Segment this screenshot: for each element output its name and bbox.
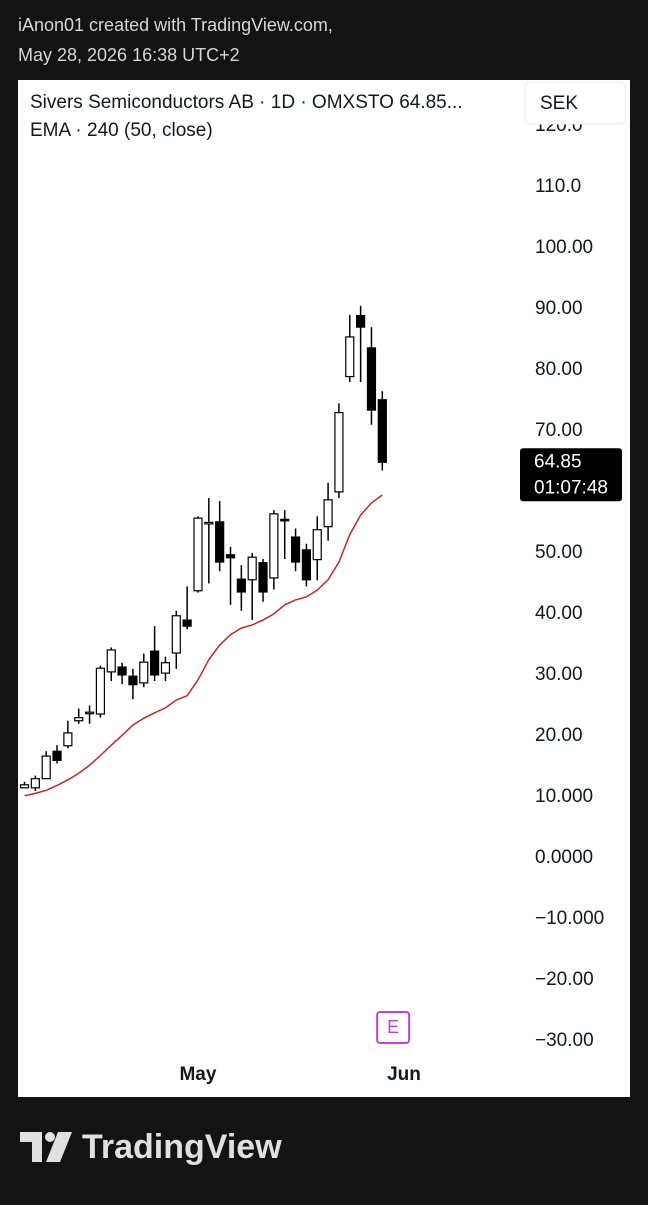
candle-body <box>52 750 62 761</box>
brand-name: TradingView <box>82 1128 282 1166</box>
y-tick-label: 20.00 <box>535 725 583 746</box>
candle-body <box>128 675 138 686</box>
currency-button[interactable] <box>524 81 626 125</box>
price-label-box <box>520 448 622 502</box>
candle-body <box>106 649 116 673</box>
y-tick-label: −10.000 <box>535 908 604 929</box>
candle-body <box>182 619 192 627</box>
logo-shape <box>45 1132 55 1142</box>
x-tick-label: Jun <box>387 1064 421 1085</box>
event-marker <box>376 1011 411 1044</box>
x-tick-label: May <box>179 1064 216 1085</box>
candle-body <box>301 549 312 581</box>
brand-logo <box>20 1132 72 1162</box>
logo-shape <box>20 1132 42 1162</box>
candle-body <box>225 554 236 559</box>
candle-body <box>345 336 355 378</box>
candle-body <box>312 529 322 561</box>
legend-entry: EMA · 240 (50, close) <box>30 120 213 141</box>
ema-line <box>24 494 383 797</box>
y-tick-label: 40.00 <box>535 603 583 624</box>
candle-body <box>334 411 344 493</box>
y-tick-label: 10.000 <box>535 786 593 807</box>
y-tick-label: −30.00 <box>535 1030 594 1051</box>
candle-body <box>258 562 268 593</box>
candle-body <box>117 666 127 676</box>
candle-body <box>84 711 95 715</box>
plot: 120.0110.0100.0090.0080.0070.0050.0040.0… <box>19 115 622 1085</box>
candle-body <box>247 556 257 581</box>
event-label: E <box>387 1017 399 1037</box>
y-tick-label: 90.00 <box>535 298 583 319</box>
y-tick-label: 80.00 <box>535 359 583 380</box>
candle-body <box>63 732 73 747</box>
chart-title: Sivers Semiconductors AB · 1D · OMXSTO 6… <box>30 92 463 113</box>
candle-body <box>193 517 203 592</box>
chart-frame <box>18 80 630 1097</box>
candle-body <box>323 499 333 528</box>
header-line: iAnon01 created with TradingView.com, <box>18 15 333 35</box>
candle-body <box>74 717 84 722</box>
candle-body <box>290 536 301 563</box>
candle-body <box>356 314 366 328</box>
candle-body <box>377 399 387 463</box>
y-tick-label: −20.00 <box>535 969 594 990</box>
candle-body <box>280 518 290 522</box>
candle-body <box>95 667 106 715</box>
candle-body <box>19 784 30 789</box>
candle-body <box>139 661 149 684</box>
y-tick-label: 0.0000 <box>535 847 593 868</box>
y-tick-label: 50.00 <box>535 542 583 563</box>
logo-shape <box>46 1132 72 1162</box>
candle-body <box>269 513 279 579</box>
countdown-label: 01:07:48 <box>534 477 608 498</box>
candle-body <box>215 521 225 563</box>
y-tick-label: 110.0 <box>535 176 581 197</box>
candle-body <box>41 755 51 780</box>
candle-body <box>366 347 377 411</box>
candle-body <box>236 578 246 593</box>
header-line: May 28, 2026 16:38 UTC+2 <box>18 45 240 65</box>
currency-label[interactable]: SEK <box>540 93 578 114</box>
price-label: 64.85 <box>534 451 582 472</box>
y-tick-label: 30.00 <box>535 664 583 685</box>
candle-body <box>171 615 181 654</box>
candle-body <box>30 778 40 789</box>
y-tick-label: 100.00 <box>535 237 593 258</box>
candle-body <box>204 521 214 525</box>
candle-body <box>150 650 160 676</box>
y-tick-label: 70.00 <box>535 420 583 441</box>
candle-body <box>160 662 171 674</box>
